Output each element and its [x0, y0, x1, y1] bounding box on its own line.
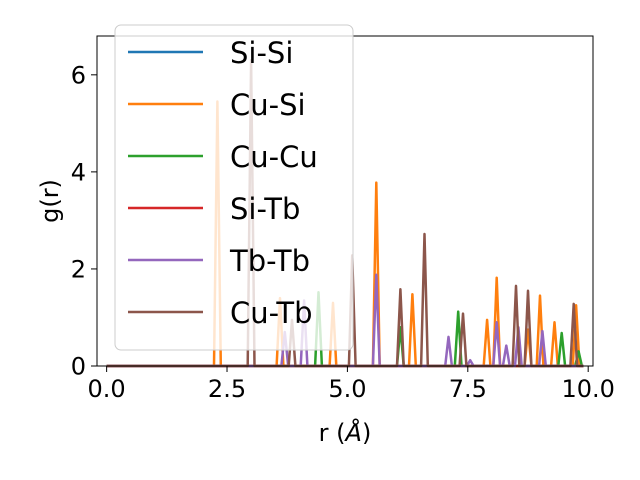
legend-label-si-tb: Si-Tb [230, 192, 300, 226]
y-axis-label: g(r) [36, 179, 64, 223]
x-tick-label: 10.0 [561, 375, 614, 403]
x-axis-label: r (Å) [319, 418, 372, 447]
x-tick-label: 7.5 [449, 375, 487, 403]
legend-label-cu-cu: Cu-Cu [230, 140, 318, 174]
y-tick-label: 0 [71, 353, 86, 381]
legend-label-cu-si: Cu-Si [230, 88, 306, 122]
legend-label-si-si: Si-Si [230, 36, 293, 70]
y-tick-label: 4 [71, 158, 86, 186]
legend: Si-Si Cu-Si Cu-Cu Si-Tb Tb-Tb Cu-Tb [114, 24, 354, 351]
legend-box [114, 24, 354, 351]
y-tick-label: 2 [71, 255, 86, 283]
y-tick-label: 6 [71, 61, 86, 89]
x-tick-label: 0.0 [88, 375, 126, 403]
legend-label-tb-tb: Tb-Tb [229, 244, 310, 278]
y-axis: 0 2 4 6 [71, 61, 97, 381]
x-tick-label: 2.5 [208, 375, 246, 403]
legend-label-cu-tb: Cu-Tb [230, 296, 313, 330]
x-tick-label: 5.0 [328, 375, 366, 403]
x-axis: 0.0 2.5 5.0 7.5 10.0 [88, 366, 615, 403]
